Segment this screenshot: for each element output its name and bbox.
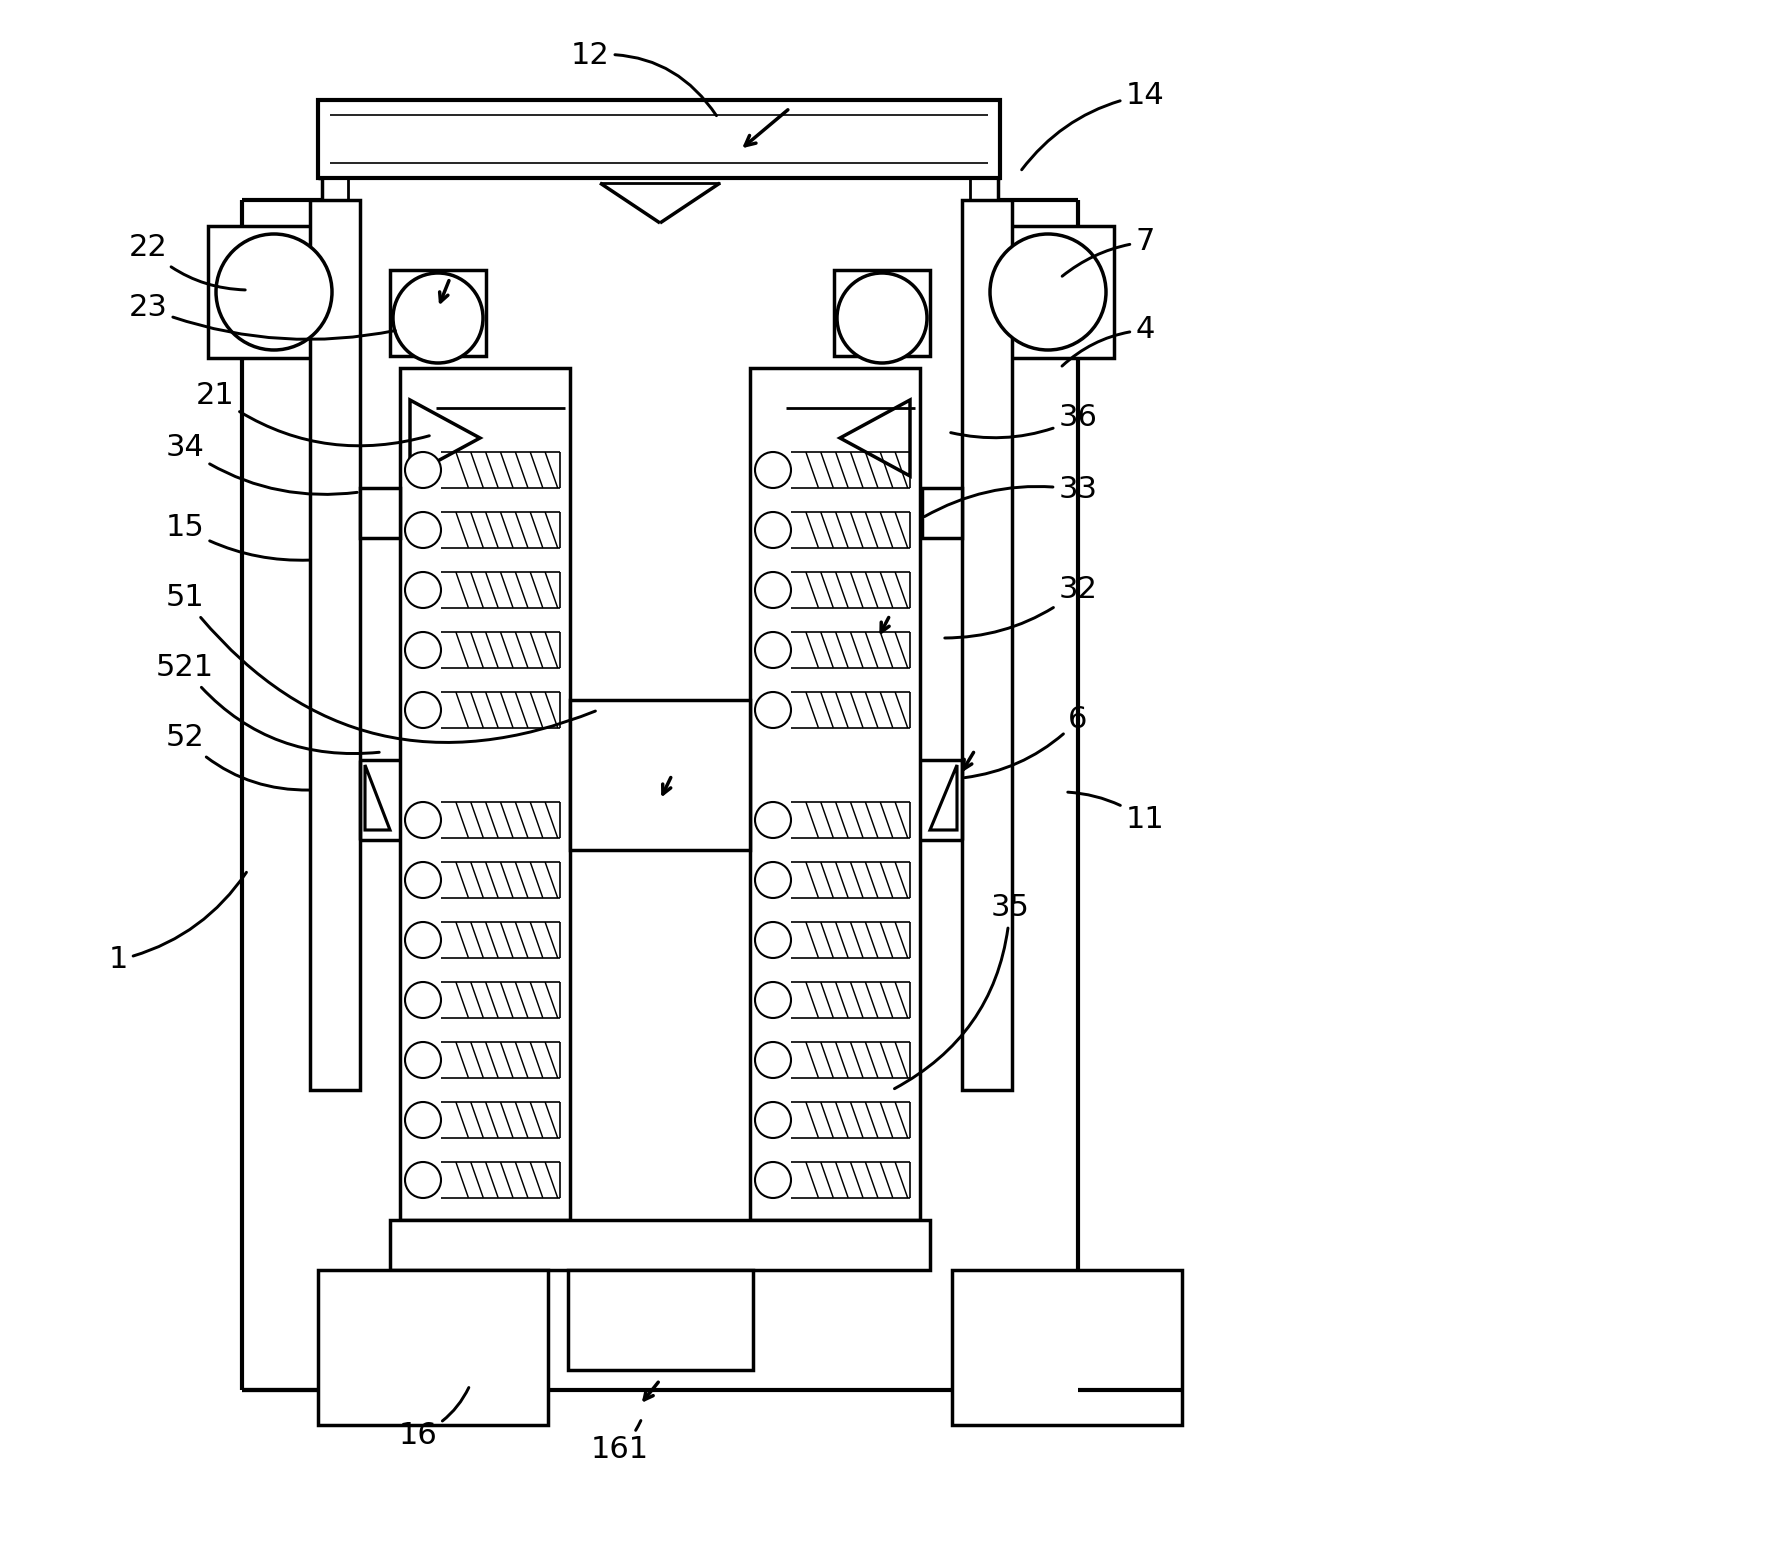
- Text: 21: 21: [196, 381, 429, 446]
- Text: 33: 33: [924, 476, 1098, 516]
- Circle shape: [406, 512, 441, 547]
- Bar: [835, 271, 929, 356]
- Circle shape: [406, 861, 441, 897]
- Circle shape: [406, 1162, 441, 1197]
- Bar: [983, 225, 1114, 358]
- Bar: [360, 488, 400, 538]
- Circle shape: [755, 692, 790, 728]
- Circle shape: [755, 983, 790, 1019]
- Circle shape: [406, 631, 441, 669]
- Text: 1: 1: [109, 872, 246, 975]
- Circle shape: [755, 861, 790, 897]
- Circle shape: [755, 802, 790, 838]
- Bar: [319, 100, 1000, 177]
- Bar: [390, 1221, 929, 1270]
- Circle shape: [406, 453, 441, 488]
- Bar: [390, 271, 486, 356]
- Circle shape: [755, 572, 790, 608]
- Circle shape: [755, 1042, 790, 1078]
- Circle shape: [755, 1162, 790, 1197]
- Circle shape: [406, 1102, 441, 1138]
- Bar: [208, 225, 340, 358]
- Text: 6: 6: [965, 706, 1088, 778]
- Bar: [961, 201, 1013, 1090]
- Text: 34: 34: [166, 434, 358, 494]
- Text: 23: 23: [128, 294, 395, 339]
- Circle shape: [837, 274, 927, 362]
- Circle shape: [755, 631, 790, 669]
- Text: 51: 51: [166, 583, 596, 742]
- Bar: [310, 201, 360, 1090]
- Text: 14: 14: [1022, 81, 1164, 169]
- Text: 22: 22: [128, 233, 246, 289]
- Bar: [570, 700, 749, 851]
- Text: 161: 161: [591, 1421, 650, 1465]
- Circle shape: [406, 802, 441, 838]
- Circle shape: [215, 233, 333, 350]
- Circle shape: [406, 692, 441, 728]
- Circle shape: [406, 983, 441, 1019]
- Circle shape: [755, 1102, 790, 1138]
- Text: 7: 7: [1063, 227, 1155, 277]
- Circle shape: [393, 274, 482, 362]
- Circle shape: [406, 572, 441, 608]
- Text: 32: 32: [945, 575, 1098, 638]
- Text: 52: 52: [166, 723, 310, 790]
- Bar: [400, 369, 570, 1221]
- Text: 15: 15: [166, 513, 310, 560]
- Bar: [568, 1270, 753, 1370]
- Circle shape: [755, 453, 790, 488]
- Text: 35: 35: [895, 894, 1029, 1088]
- Circle shape: [755, 512, 790, 547]
- Bar: [922, 488, 961, 538]
- Text: 521: 521: [157, 653, 379, 754]
- Circle shape: [990, 233, 1105, 350]
- Text: 16: 16: [399, 1387, 468, 1449]
- Text: 4: 4: [1063, 316, 1155, 365]
- Text: 11: 11: [1068, 791, 1164, 835]
- Circle shape: [406, 1042, 441, 1078]
- Bar: [952, 1270, 1182, 1424]
- Text: 36: 36: [951, 403, 1098, 439]
- Circle shape: [755, 922, 790, 958]
- Circle shape: [406, 922, 441, 958]
- Bar: [749, 369, 920, 1221]
- Bar: [319, 1270, 548, 1424]
- Text: 12: 12: [571, 40, 717, 115]
